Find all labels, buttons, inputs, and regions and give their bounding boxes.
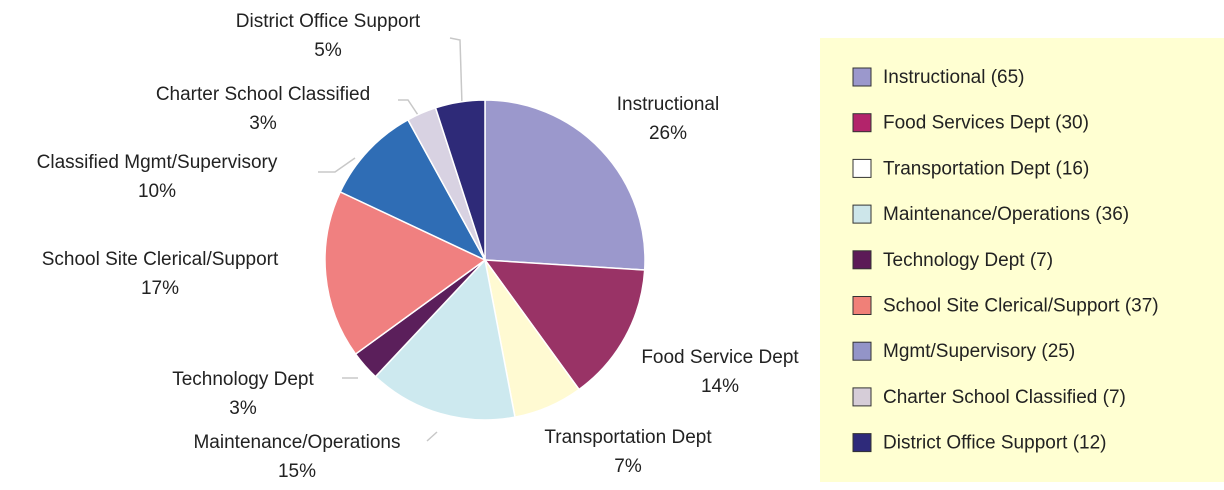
legend-label: Food Services Dept (30)	[883, 113, 1089, 134]
slice-label: School Site Clerical/Support	[42, 249, 279, 270]
pie-slice	[324, 190, 487, 356]
slice-value-label: 3%	[229, 398, 257, 419]
legend-swatch	[852, 204, 872, 224]
slice-label: Instructional	[617, 94, 719, 115]
legend-label: Charter School Classified (7)	[883, 387, 1126, 408]
legend-label: Transportation Dept (16)	[883, 158, 1089, 179]
legend-swatch	[852, 250, 872, 270]
slice-label: Charter School Classified	[156, 84, 370, 105]
leader-line	[449, 37, 463, 106]
leader-line	[426, 431, 438, 442]
slice-value-label: 26%	[649, 123, 687, 144]
legend-label: Mgmt/Supervisory (25)	[883, 341, 1075, 362]
pie-slice	[339, 118, 487, 262]
legend-swatch	[852, 158, 872, 178]
pie-slice	[434, 99, 486, 261]
legend-label: District Office Support (12)	[883, 433, 1107, 454]
legend-label: School Site Clerical/Support (37)	[883, 296, 1159, 317]
slice-label: District Office Support	[236, 11, 421, 32]
legend-label: Technology Dept (7)	[883, 250, 1053, 271]
slice-value-label: 3%	[249, 113, 277, 134]
legend-swatch	[852, 387, 872, 407]
leader-line	[318, 157, 356, 173]
slice-value-label: 14%	[701, 376, 739, 397]
pie-slice	[483, 259, 646, 391]
legend-label: Instructional (65)	[883, 67, 1025, 88]
leader-line	[398, 99, 421, 119]
legend-swatch	[852, 67, 872, 87]
slice-value-label: 5%	[314, 40, 342, 61]
slice-value-label: 7%	[614, 456, 642, 477]
legend-swatch	[852, 341, 872, 361]
slice-label: Food Service Dept	[641, 347, 799, 368]
slice-label: Technology Dept	[172, 369, 314, 390]
slice-value-label: 15%	[278, 461, 316, 482]
pie-slice	[374, 258, 516, 421]
slice-label: Maintenance/Operations	[193, 432, 400, 453]
pie-slice	[484, 99, 646, 271]
legend-swatch	[852, 296, 872, 315]
slice-label: Transportation Dept	[544, 427, 712, 448]
slice-label: Classified Mgmt/Supervisory	[37, 152, 278, 173]
slice-value-label: 17%	[141, 278, 179, 299]
legend-swatch	[852, 433, 872, 453]
legend-box	[820, 38, 1224, 482]
legend-swatch	[852, 113, 872, 133]
slice-value-label: 10%	[138, 181, 176, 202]
legend-label: Maintenance/Operations (36)	[883, 204, 1129, 225]
